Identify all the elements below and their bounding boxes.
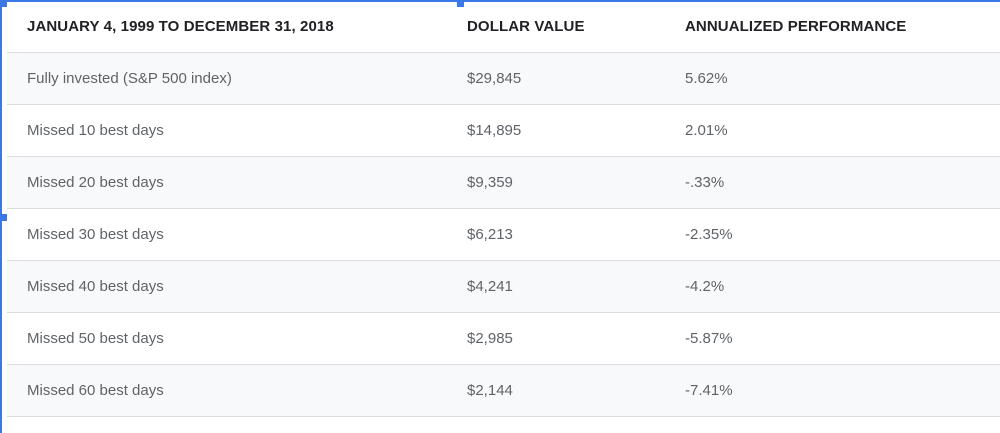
cell-annualized-performance: 2.01% <box>665 104 1000 157</box>
table-row: Missed 60 best days $2,144 -7.41% <box>7 364 1000 417</box>
cell-scenario: Missed 30 best days <box>7 208 447 261</box>
table-row: Missed 50 best days $2,985 -5.87% <box>7 312 1000 365</box>
header-period: JANUARY 4, 1999 TO DECEMBER 31, 2018 <box>7 0 447 53</box>
cell-dollar-value: $9,359 <box>447 156 665 209</box>
cell-annualized-performance: -4.2% <box>665 260 1000 313</box>
cell-scenario: Missed 50 best days <box>7 312 447 365</box>
cell-dollar-value: $4,241 <box>447 260 665 313</box>
cell-annualized-performance: -2.35% <box>665 208 1000 261</box>
cell-annualized-performance: 5.62% <box>665 52 1000 105</box>
table-row: Missed 30 best days $6,213 -2.35% <box>7 208 1000 261</box>
resize-handle-top[interactable] <box>457 0 464 7</box>
cell-annualized-performance: -7.41% <box>665 364 1000 417</box>
table-row: Missed 40 best days $4,241 -4.2% <box>7 260 1000 313</box>
cell-scenario: Missed 40 best days <box>7 260 447 313</box>
cell-annualized-performance: -5.87% <box>665 312 1000 365</box>
cell-dollar-value: $29,845 <box>447 52 665 105</box>
resize-handle-top-left[interactable] <box>0 0 7 7</box>
cell-scenario: Missed 10 best days <box>7 104 447 157</box>
resize-handle-left[interactable] <box>0 214 7 221</box>
table-header-row: JANUARY 4, 1999 TO DECEMBER 31, 2018 DOL… <box>7 0 1000 53</box>
table-row: Missed 10 best days $14,895 2.01% <box>7 104 1000 157</box>
cell-annualized-performance: -.33% <box>665 156 1000 209</box>
performance-table[interactable]: JANUARY 4, 1999 TO DECEMBER 31, 2018 DOL… <box>7 0 1000 417</box>
header-dollar-value: DOLLAR VALUE <box>447 0 665 53</box>
cell-scenario: Missed 20 best days <box>7 156 447 209</box>
cell-dollar-value: $6,213 <box>447 208 665 261</box>
cell-dollar-value: $2,144 <box>447 364 665 417</box>
table-row: Missed 20 best days $9,359 -.33% <box>7 156 1000 209</box>
header-annualized-performance: ANNUALIZED PERFORMANCE <box>665 0 1000 53</box>
cell-scenario: Missed 60 best days <box>7 364 447 417</box>
cell-dollar-value: $2,985 <box>447 312 665 365</box>
cell-scenario: Fully invested (S&P 500 index) <box>7 52 447 105</box>
table-row: Fully invested (S&P 500 index) $29,845 5… <box>7 52 1000 105</box>
selection-border-top <box>0 0 1000 2</box>
cell-dollar-value: $14,895 <box>447 104 665 157</box>
